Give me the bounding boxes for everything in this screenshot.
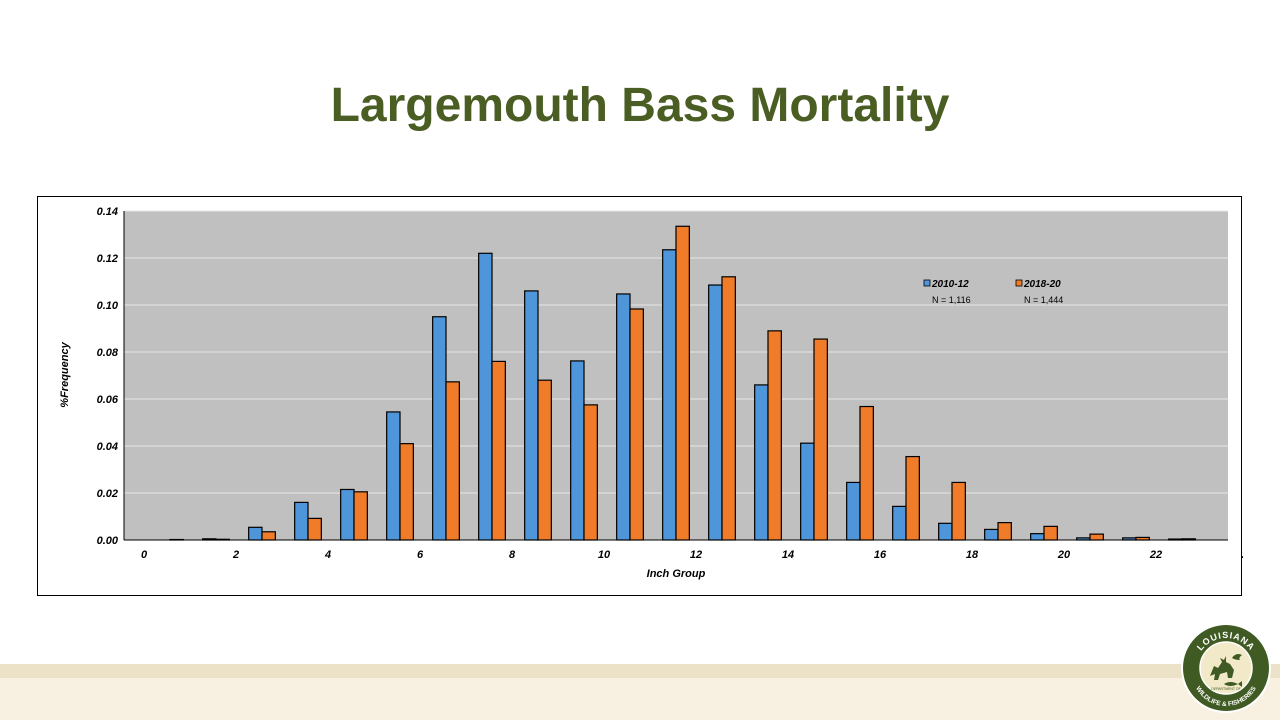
y-tick-labels: 0.00 0.02 0.04 0.06 0.08 0.10 0.12 0.14 — [97, 206, 119, 547]
legend-swatch-2010 — [923, 279, 931, 287]
bar-2018-20-17 — [905, 455, 920, 541]
legend-label-2010: 2010-12 — [931, 279, 969, 290]
y-tick-label: 0.14 — [97, 206, 118, 218]
bar-2010-12-8 — [478, 252, 493, 541]
bar-chart: 0.000.020.040.060.080.100.120.14 0 2 4 6 8 10… — [59, 206, 1243, 580]
y-tick-label: 0.10 — [97, 300, 119, 312]
x-tick-label: 24 — [1241, 549, 1243, 561]
y-tick-label: 0.06 — [97, 394, 119, 406]
bar-2010-12-12 — [662, 249, 677, 541]
fish-icon — [1224, 681, 1242, 687]
bar-2018-20-7 — [445, 381, 460, 541]
x-tick-label: 16 — [874, 549, 887, 561]
x-tick-label: 10 — [598, 549, 611, 561]
x-axis-label: Inch Group — [647, 568, 706, 580]
x-tick-label: 12 — [690, 549, 702, 561]
bar-2010-12-10 — [570, 360, 585, 541]
x-tick-label: 4 — [324, 549, 331, 561]
bar-2010-12-13 — [708, 284, 723, 541]
x-tick-label: 14 — [782, 549, 794, 561]
legend: 2010-12 N = 1,116 2018-20 N = 1,444 — [923, 279, 1063, 305]
y-tick-label: 0.08 — [97, 347, 119, 359]
x-tick-labels: 024681012141618202224 — [141, 549, 1243, 561]
bar-2010-12-5 — [340, 488, 355, 541]
bar-2018-20-4 — [307, 517, 322, 541]
bar-2018-20-19 — [997, 522, 1012, 541]
bar-2010-12-14 — [754, 384, 769, 541]
y-tick-label: 0.04 — [97, 441, 118, 453]
legend-swatch-2018 — [1015, 279, 1023, 287]
bar-2018-20-13 — [721, 276, 736, 541]
legend-label-2018: 2018-20 — [1023, 279, 1061, 290]
bar-2010-12-15 — [800, 442, 815, 541]
chart-frame: 0.00 0.02 0.04 0.06 0.08 0.10 0.12 0.14 0 2 4 6 8 10… — [37, 196, 1243, 596]
y-tick-label: 0.12 — [97, 253, 118, 265]
x-tick-label: 0 — [141, 549, 148, 561]
logo-center-text: DEPARTMENT OF — [1211, 687, 1241, 691]
x-tick-label: 18 — [966, 549, 979, 561]
y-tick-label: 0.02 — [97, 488, 118, 500]
bar-2010-12-17 — [892, 505, 907, 541]
bar-2010-12-9 — [524, 290, 539, 541]
bars — [169, 225, 1196, 541]
bar-2018-20-12 — [675, 225, 690, 541]
duck-icon — [1232, 654, 1242, 660]
footer-stripe — [0, 664, 1280, 678]
x-tick-label: 2 — [232, 549, 239, 561]
ldwf-logo: LOUISIANA WILDLIFE & FISHERIES DEPARTMEN… — [1181, 623, 1271, 713]
bar-2010-12-4 — [294, 501, 309, 541]
slide-title: Largemouth Bass Mortality — [330, 79, 950, 132]
bar-2018-20-16 — [859, 405, 874, 541]
legend-n-2018: N = 1,444 — [1024, 295, 1063, 305]
bar-2018-20-9 — [537, 379, 552, 541]
bar-2018-20-20 — [1043, 525, 1058, 541]
y-axis-label: %Frequency — [59, 341, 71, 407]
bar-2018-20-5 — [353, 491, 368, 541]
bar-2018-20-15 — [813, 338, 828, 541]
bar-2018-20-8 — [491, 360, 506, 541]
bar-2018-20-11 — [629, 308, 644, 541]
bar-2010-12-6 — [386, 411, 401, 541]
bar-2010-12-18 — [938, 522, 953, 541]
bar-2010-12-7 — [432, 316, 447, 541]
x-tick-label: 6 — [417, 549, 424, 561]
x-tick-label: 22 — [1149, 549, 1162, 561]
bar-2018-20-21 — [1089, 533, 1104, 541]
bar-2018-20-14 — [767, 330, 782, 541]
bar-2018-20-3 — [261, 531, 276, 541]
bar-2010-12-11 — [616, 293, 631, 541]
bar-2010-12-3 — [248, 526, 263, 541]
legend-n-2010: N = 1,116 — [932, 295, 971, 305]
y-tick-label: 0.00 — [97, 535, 119, 547]
x-tick-label: 8 — [509, 549, 516, 561]
bar-2010-12-19 — [984, 528, 999, 541]
bar-2018-20-18 — [951, 481, 966, 541]
deer-icon — [1210, 656, 1234, 680]
bar-2010-12-16 — [846, 481, 861, 541]
bar-2010-12-20 — [1030, 533, 1045, 541]
x-tick-label: 20 — [1057, 549, 1071, 561]
bar-2018-20-6 — [399, 443, 414, 541]
bar-2018-20-10 — [583, 404, 598, 541]
